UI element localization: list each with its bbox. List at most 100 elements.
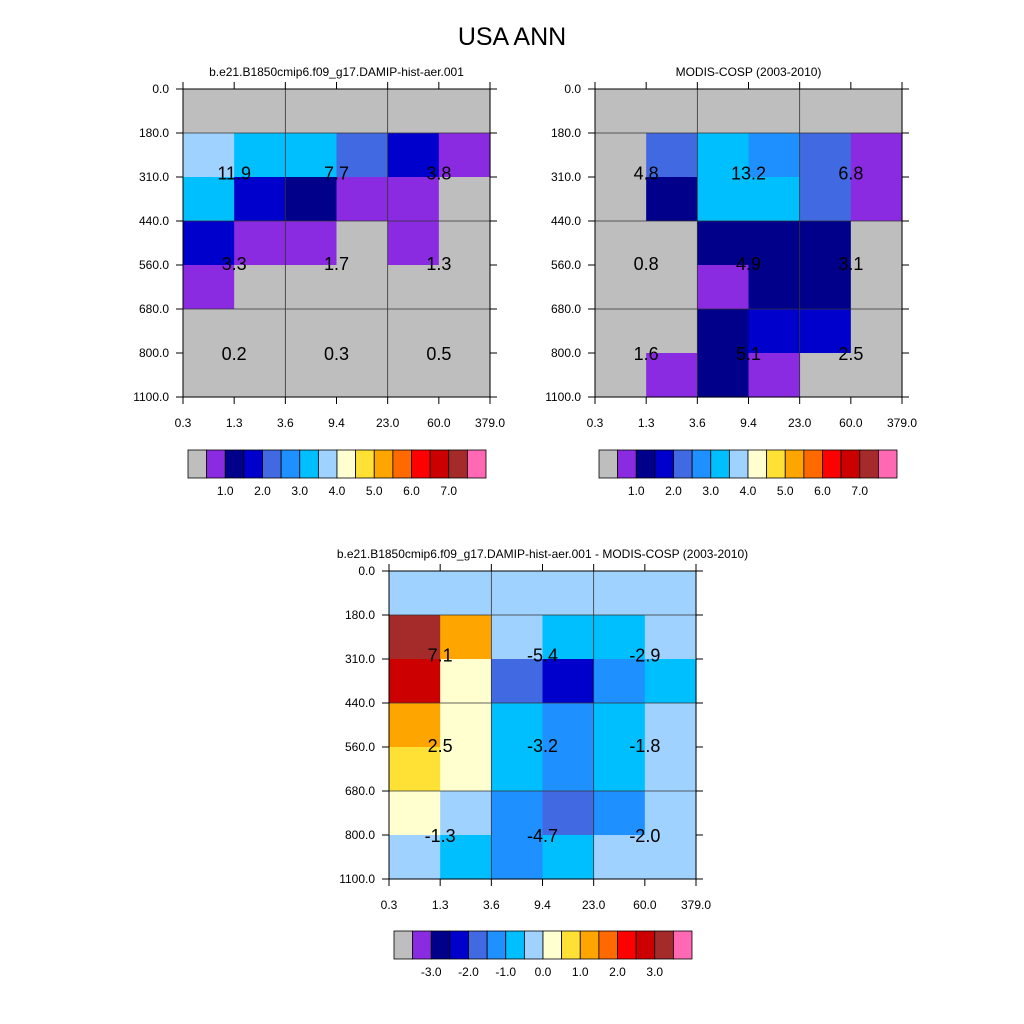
colorbar-swatch <box>393 930 414 960</box>
colorbar-label: 5.0 <box>777 484 794 498</box>
x-tick-label: 1.3 <box>226 416 243 430</box>
cell-value-label: -4.7 <box>527 826 558 846</box>
heatmap-cell <box>336 221 389 266</box>
heatmap-cell <box>850 221 903 266</box>
heatmap-cell <box>491 659 544 704</box>
cell-value-label: 3.1 <box>838 254 863 274</box>
heatmap-cell <box>593 659 646 704</box>
heatmap-cell <box>491 703 544 748</box>
heatmap-cell <box>799 89 852 134</box>
heatmap-cell <box>336 353 389 398</box>
colorbar-swatch <box>262 449 282 479</box>
heatmap-cell <box>491 571 544 616</box>
heatmap-cell <box>644 703 697 748</box>
heatmap-cell <box>440 703 492 748</box>
colorbar-swatch <box>280 449 301 479</box>
heatmap-cell <box>389 615 441 660</box>
colorbar-swatch <box>710 449 730 479</box>
x-tick-label: 0.3 <box>175 416 192 430</box>
y-tick-label: 310.0 <box>551 170 581 184</box>
colorbar-swatch <box>468 930 488 960</box>
heatmap-cell <box>697 265 750 310</box>
heatmap-cell <box>285 353 338 398</box>
colorbar-swatch <box>392 449 412 479</box>
heatmap-cell <box>799 309 852 354</box>
heatmap-cell <box>595 177 647 222</box>
heatmap-cell <box>285 221 338 266</box>
panel-title: b.e21.B1850cmip6.f09_g17.DAMIP-hist-aer.… <box>209 65 464 79</box>
heatmap-cell <box>387 353 440 398</box>
cell-value-label: 7.7 <box>324 164 349 184</box>
heatmap-cell <box>595 221 647 266</box>
heatmap-cell <box>644 571 697 616</box>
heatmap-cell <box>593 703 646 748</box>
colorbar-swatch <box>430 930 451 960</box>
y-tick-label: 440.0 <box>345 696 375 710</box>
heatmap-cell <box>438 309 491 354</box>
x-tick-label: 3.6 <box>483 898 500 912</box>
colorbar-swatch <box>617 930 637 960</box>
heatmap-cell <box>438 89 491 134</box>
heatmap-cell <box>234 353 286 398</box>
heatmap-cell <box>697 89 750 134</box>
heatmap-cell <box>438 221 491 266</box>
heatmap-cell <box>748 221 801 266</box>
heatmap-cell <box>387 177 440 222</box>
heatmap-cell <box>799 353 852 398</box>
heatmap-cell <box>440 615 492 660</box>
cell-value-label: 0.5 <box>426 344 451 364</box>
cell-value-label: 2.5 <box>428 736 453 756</box>
x-tick-label: 379.0 <box>887 416 917 430</box>
colorbar-swatch <box>187 449 208 479</box>
colorbar-swatch <box>561 930 581 960</box>
heatmap-cell <box>183 221 235 266</box>
x-tick-label: 9.4 <box>534 898 551 912</box>
heatmap-cell <box>850 265 903 310</box>
heatmap-cell <box>593 791 646 836</box>
colorbar-swatch <box>429 449 450 479</box>
heatmap-cell <box>646 221 698 266</box>
colorbar-swatch <box>635 930 656 960</box>
colorbar-label: 6.0 <box>814 484 831 498</box>
colorbar-swatch <box>448 449 468 479</box>
cell-value-label: 3.8 <box>426 164 451 184</box>
y-tick-label: 560.0 <box>139 258 169 272</box>
colorbar-label: 1.0 <box>628 484 645 498</box>
colorbar-swatch <box>317 449 338 479</box>
colorbar-label: 3.0 <box>702 484 719 498</box>
heatmap-cell <box>593 571 646 616</box>
heatmap-cell <box>336 89 389 134</box>
heatmap-cell <box>183 353 235 398</box>
heatmap-cell <box>387 309 440 354</box>
colorbar-swatch <box>505 930 525 960</box>
heatmap-cell <box>697 221 750 266</box>
heatmap-cell <box>387 221 440 266</box>
heatmap-cell <box>183 133 235 178</box>
heatmap-cell <box>542 703 595 748</box>
colorbar-swatch <box>728 449 749 479</box>
heatmap-cell <box>644 659 697 704</box>
colorbar-swatch <box>336 449 357 479</box>
y-tick-label: 680.0 <box>139 302 169 316</box>
colorbar-label: 2.0 <box>609 965 626 979</box>
colorbar-swatch <box>877 449 898 479</box>
heatmap-cell <box>438 353 491 398</box>
colorbar-label: -2.0 <box>458 965 479 979</box>
y-tick-label: 440.0 <box>551 214 581 228</box>
y-tick-label: 680.0 <box>345 784 375 798</box>
x-tick-label: 23.0 <box>376 416 400 430</box>
colorbar-swatch <box>654 930 674 960</box>
cell-value-label: 7.1 <box>428 646 453 666</box>
panel-title: b.e21.B1850cmip6.f09_g17.DAMIP-hist-aer.… <box>337 547 748 561</box>
x-tick-label: 0.3 <box>381 898 398 912</box>
heatmap-cell <box>644 747 697 792</box>
y-tick-label: 180.0 <box>551 126 581 140</box>
x-tick-label: 23.0 <box>788 416 812 430</box>
heatmap-cell <box>183 309 235 354</box>
heatmap-cell <box>183 177 235 222</box>
cell-value-label: 4.8 <box>634 164 659 184</box>
colorbar-label: 7.0 <box>851 484 868 498</box>
x-tick-label: 60.0 <box>427 416 451 430</box>
heatmap-cell <box>748 309 801 354</box>
heatmap-cell <box>644 835 697 880</box>
